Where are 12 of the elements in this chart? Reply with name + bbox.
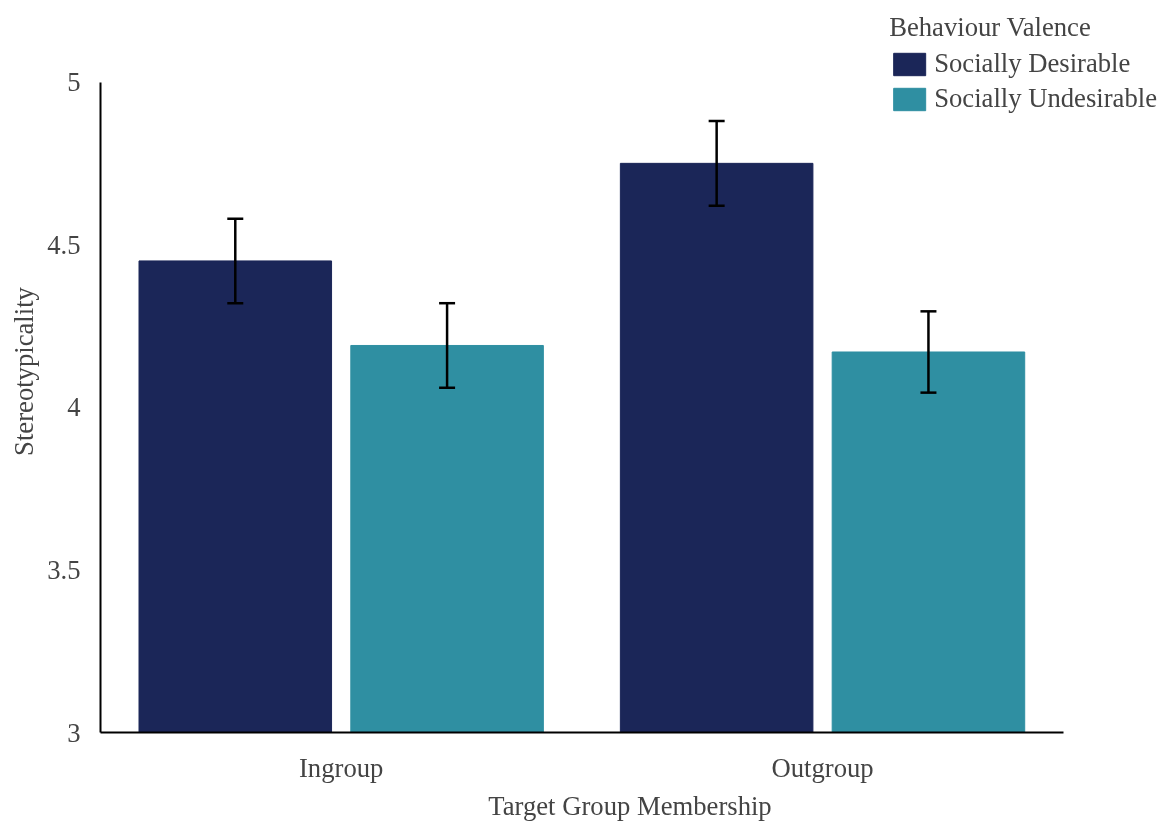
x-tick-label: Outgroup — [771, 752, 874, 783]
y-tick-label: 4.5 — [47, 229, 81, 260]
y-tick-label: 5 — [67, 67, 81, 98]
y-tick-label: 3.5 — [47, 554, 81, 585]
legend-label: Socially Undesirable — [934, 83, 1157, 114]
x-tick-label: Ingroup — [298, 752, 384, 783]
x-axis-title: Target Group Membership — [488, 790, 772, 821]
y-tick-label: 4 — [67, 392, 81, 423]
legend-title: Behaviour Valence — [889, 12, 1092, 43]
legend-label: Socially Desirable — [934, 48, 1131, 79]
y-axis-title: Stereotypicality — [9, 286, 40, 456]
y-tick-label: 3 — [67, 717, 81, 748]
